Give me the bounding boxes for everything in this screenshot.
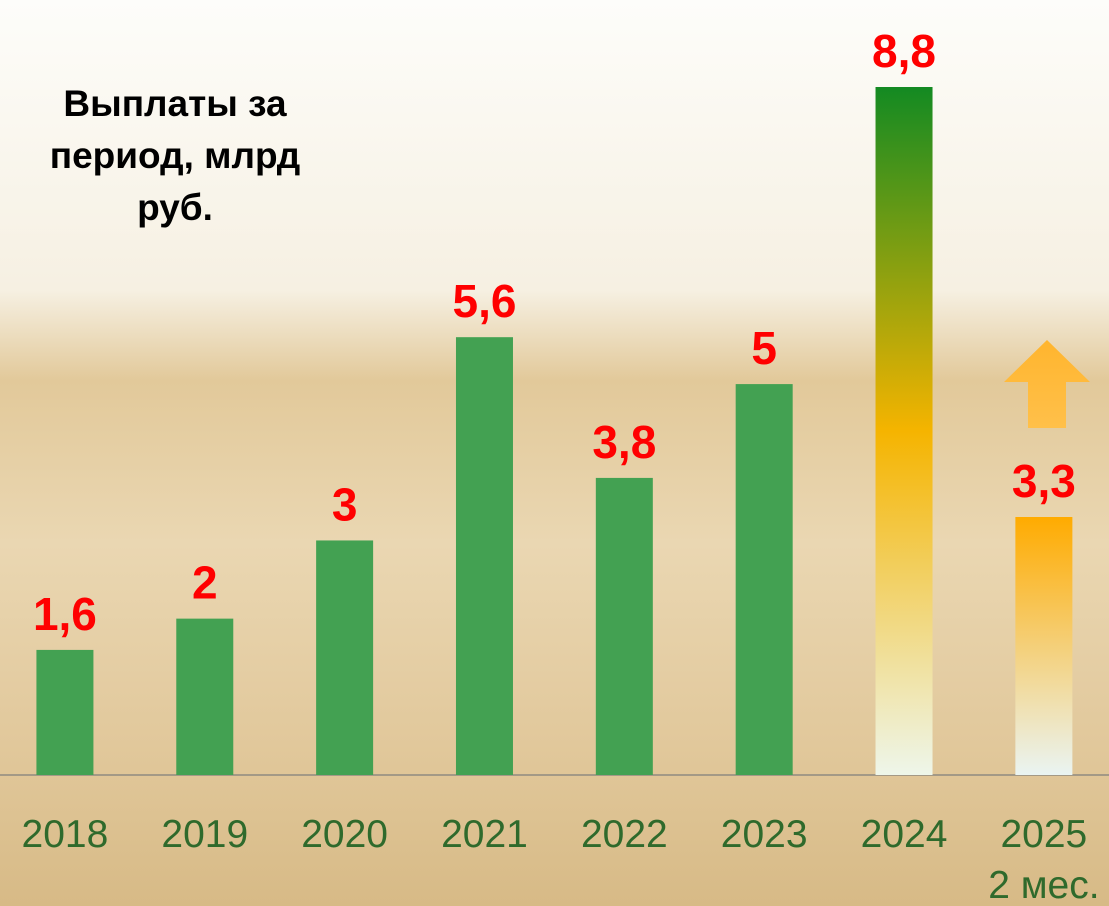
- bar: [736, 384, 793, 775]
- bar: [176, 619, 233, 775]
- value-label: 8,8: [872, 25, 936, 77]
- value-label: 2: [192, 557, 218, 609]
- chart-title: Выплаты за период, млрд руб.: [15, 78, 335, 234]
- x-tick-label: 2025: [1000, 813, 1087, 856]
- x-tick-label: 2023: [721, 813, 808, 856]
- bar: [316, 540, 373, 775]
- value-label: 3: [332, 478, 358, 530]
- x-tick-label: 2024: [861, 813, 948, 856]
- value-label: 3,8: [592, 416, 656, 468]
- bar: [36, 650, 93, 775]
- value-label: 5,6: [452, 275, 516, 327]
- x-tick-label: 2018: [22, 813, 109, 856]
- bar: [876, 87, 933, 775]
- x-tick-label: 2019: [161, 813, 248, 856]
- bar: [596, 478, 653, 775]
- x-tick-note: 2 мес.: [988, 864, 1099, 906]
- x-tick-label: 2020: [301, 813, 388, 856]
- x-tick-label: 2022: [581, 813, 668, 856]
- page: 1,6 2018 2 2019 3 2020 5,6 2021 3,8 2022 5 2023 8,8 2…: [0, 0, 1109, 906]
- bar: [456, 337, 513, 775]
- bar: [1015, 517, 1072, 775]
- value-label: 5: [751, 322, 777, 374]
- x-tick-label: 2021: [441, 813, 528, 856]
- value-label: 3,3: [1012, 455, 1076, 507]
- value-label: 1,6: [33, 588, 97, 640]
